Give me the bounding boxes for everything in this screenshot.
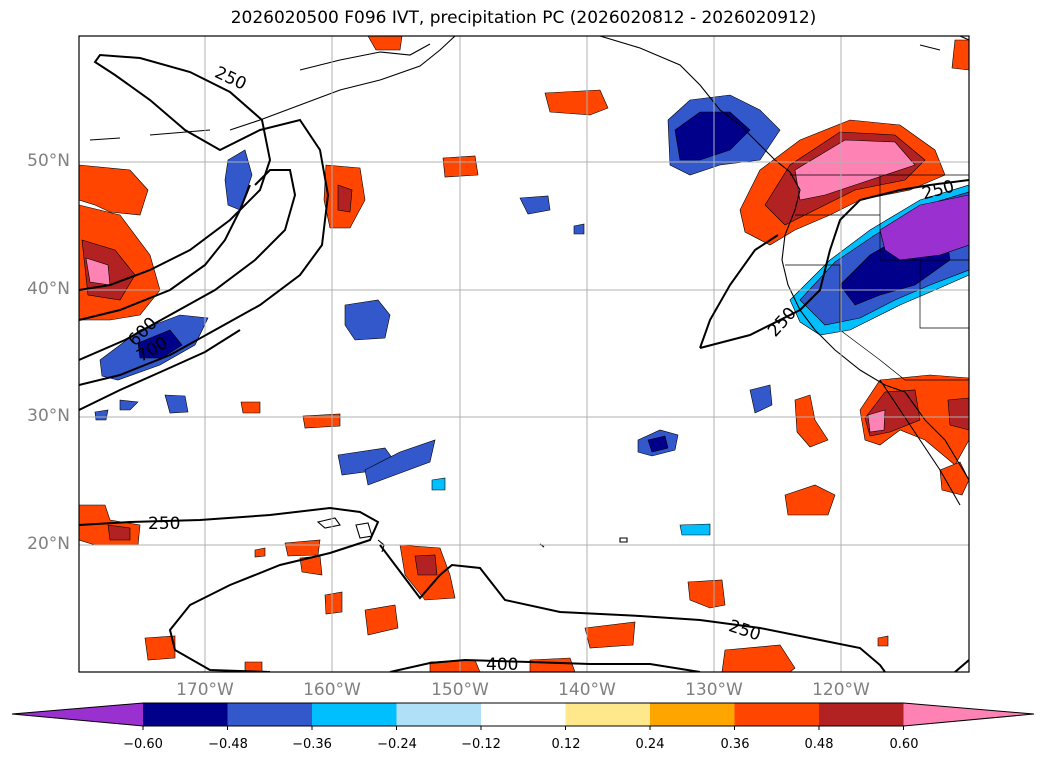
- colorbar-segment: [650, 703, 735, 726]
- colorbar-tick-label: −0.48: [208, 737, 248, 752]
- colorbar-segment: [481, 703, 566, 726]
- colorbar-tick-label: −0.36: [292, 737, 332, 752]
- lat-label-50n: 50°N: [27, 151, 70, 171]
- contour-label-250-hawaii: 250: [148, 514, 180, 534]
- colorbar-segment: [227, 703, 313, 726]
- colorbar-tick-label: 0.60: [889, 737, 919, 752]
- colorbar-extend-right: [903, 703, 1034, 726]
- colorbar-tick-label: −0.24: [377, 737, 417, 752]
- lon-label-160w: 160°W: [303, 680, 361, 700]
- lon-label-120w: 120°W: [812, 680, 870, 700]
- colorbar-tick-label: 0.48: [804, 737, 834, 752]
- colorbar-segment: [734, 703, 820, 726]
- colorbar-segment: [143, 703, 228, 726]
- colorbar-segment: [312, 703, 397, 726]
- map-title: 2026020500 F096 IVT, precipitation PC (2…: [230, 8, 817, 28]
- colorbar-tick-label: −0.12: [461, 737, 501, 752]
- colorbar-segment: [565, 703, 651, 726]
- political-borders: [785, 174, 969, 381]
- colorbar-extend-left: [12, 703, 143, 726]
- ivt-contours: [79, 53, 969, 672]
- lat-label-40n: 40°N: [27, 279, 70, 299]
- colorbar-segment: [819, 703, 904, 726]
- contour-label-400: 400: [486, 655, 518, 675]
- lat-label-30n: 30°N: [27, 406, 70, 426]
- colorbar-tick-label: 0.24: [635, 737, 665, 752]
- map-frame: [78, 35, 970, 673]
- lon-label-140w: 140°W: [558, 680, 616, 700]
- colorbar: [11, 702, 1035, 730]
- colorbar-tick-label: 0.36: [720, 737, 750, 752]
- colorbar-segment: [396, 703, 482, 726]
- coastlines: [89, 36, 969, 553]
- lon-label-130w: 130°W: [685, 680, 743, 700]
- precip-positive-patches: [79, 36, 969, 672]
- lon-label-150w: 150°W: [431, 680, 489, 700]
- colorbar-tick-label: 0.12: [551, 737, 581, 752]
- colorbar-tick-label: −0.60: [123, 737, 163, 752]
- lat-label-20n: 20°N: [27, 534, 70, 554]
- lon-label-170w: 170°W: [176, 680, 234, 700]
